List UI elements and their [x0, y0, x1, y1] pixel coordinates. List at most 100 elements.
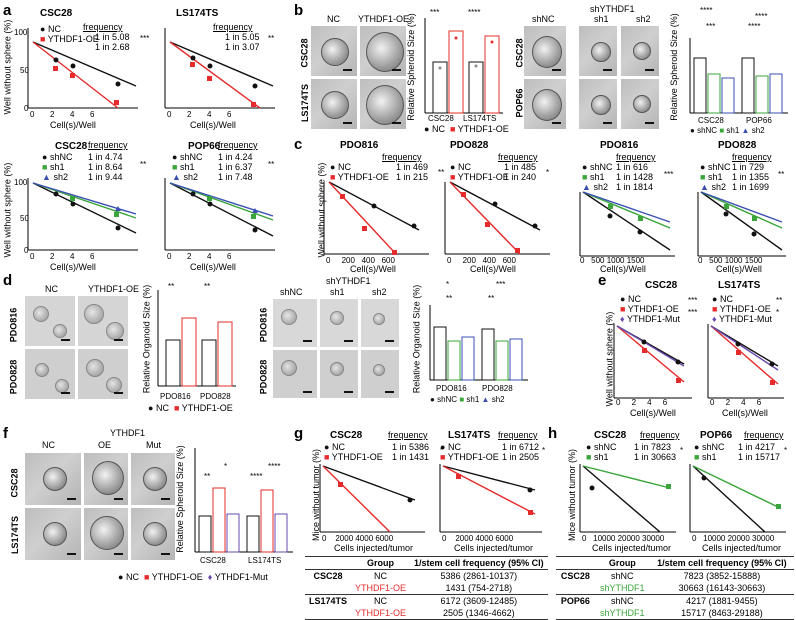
d-right-header-2: sh2: [372, 287, 387, 297]
a2-freq-0: 1 in 5.05: [225, 32, 260, 42]
d-left-bar-chart: [157, 290, 236, 387]
c4-freq-1: 1 in 1355: [732, 172, 770, 182]
d-right-row-0: PDO816: [258, 307, 269, 343]
g-table-header-1: 1/stem cell frequency (95% CI): [410, 556, 548, 570]
b-right-bar-cat-0: CSC28: [698, 116, 724, 125]
b-micrograph: [620, 25, 660, 77]
d-right-bar-chart: [429, 305, 528, 381]
e1-sig-0: ***: [688, 296, 698, 305]
e1-legend-0: ● NC: [620, 294, 641, 304]
a3-plot: [27, 178, 138, 251]
c4-point: [752, 216, 757, 221]
a4-point: [252, 227, 258, 233]
d-bar: [201, 339, 217, 387]
f-sig-0: **: [204, 472, 211, 481]
c3-xticks: 0 500 1000 1500: [580, 256, 645, 265]
a4-legend-0: ● shNC: [172, 152, 203, 162]
b-left-legend: ● NC ■ YTHDF1-OE: [424, 124, 509, 134]
h-table-value: 30663 (16143-30663): [678, 583, 766, 593]
c4-title: PDO828: [718, 140, 757, 151]
b-micrograph: [310, 25, 358, 77]
b-bar: [755, 75, 769, 114]
a2-xlabel: Cell(s)/Well: [190, 120, 236, 130]
g2-legend-1: ■ YTHDF1-OE: [440, 452, 499, 462]
a1-point: [70, 73, 75, 78]
b-micrograph: [578, 25, 618, 77]
e1-point: [642, 348, 647, 353]
a1-point: [53, 57, 59, 63]
a1-legend-1: ■ YTHDF1-OE: [40, 34, 99, 44]
f-micrograph: [24, 507, 82, 561]
e2-legend-2: ♦ YTHDF1-Mut: [712, 314, 772, 324]
b-left-bar-ylabel: Relative Spheroid Size (%): [405, 13, 416, 121]
d-bar: [509, 338, 523, 381]
d-right-legend: ● shNC ■ sh1 ▲ sh2: [430, 395, 505, 404]
b-micrograph: [523, 78, 567, 130]
g2-legend-0: ● NC: [440, 442, 461, 452]
c2-legend-1: ■ YTHDF1-OE: [450, 172, 509, 182]
h-ylabel: Mice without tumor (%): [567, 448, 578, 542]
d-left-sig-0: **: [168, 282, 175, 291]
c3-freq-2: 1 in 1814: [616, 182, 654, 192]
c2-sig: *: [546, 168, 550, 177]
g2-point: [527, 487, 533, 493]
f-header-2: Mut: [146, 440, 162, 450]
a4-xticks: 0 2 4 6: [167, 252, 232, 261]
b-bar: [769, 73, 783, 114]
a1-freq-1: 1 in 2.68: [95, 42, 130, 52]
d-micrograph: [272, 298, 318, 348]
d-micrograph: [360, 349, 400, 399]
c1-point: [340, 194, 345, 199]
d-right-sig-3: ***: [496, 280, 506, 289]
c3-point: [638, 216, 643, 221]
b-right-bar-ylabel: Relative Spheroid Size (%): [668, 13, 679, 121]
g2-xlabel: Cells injected/tumor: [454, 543, 534, 553]
d-micrograph: [272, 349, 318, 399]
g2-sig: *: [542, 446, 546, 455]
a2-xticks: 0 2 4 6: [167, 110, 232, 119]
a2-point: [190, 55, 196, 61]
h1-freq-label: frequency: [640, 430, 680, 440]
b-left-bar-cat-0: CSC28: [428, 114, 454, 123]
e2-sig-1: *: [776, 308, 780, 317]
c1-title: PDO816: [340, 140, 379, 151]
a4-point: [207, 201, 213, 207]
f-micrograph: [24, 452, 82, 506]
f-sig-3: ****: [268, 462, 281, 471]
a3-sig: **: [140, 160, 147, 169]
f-row-1: LS174TS: [10, 515, 21, 555]
panel-letter-a: a: [3, 2, 12, 19]
c2-point: [515, 248, 520, 253]
b-bar: [741, 57, 755, 114]
a3-xlabel: Cell(s)/Well: [50, 262, 96, 272]
a4-point: [207, 196, 212, 201]
d-left-header-1: YTHDF1-OE: [88, 284, 140, 294]
a4-point: [251, 214, 256, 219]
c2-freq-label: frequency: [498, 152, 538, 162]
a3-ytick: 50: [20, 214, 29, 223]
d-left-bar-ylabel: Relative Organoid Size (%): [141, 284, 152, 394]
b-micrograph: [359, 78, 407, 130]
a2-freq-label: frequency: [213, 22, 253, 32]
h-table-group: shYTHDF1: [594, 607, 650, 620]
c3-point: [607, 213, 613, 219]
g2-point: [528, 510, 533, 515]
f-bar: [274, 513, 288, 553]
c1-freq-label: frequency: [382, 152, 422, 162]
c-ylabel: Well without sphere (%): [316, 162, 327, 258]
c4-freq-label: frequency: [732, 152, 772, 162]
a3-point: [70, 196, 75, 201]
e1-xlabel: Cell(s)/Well: [630, 408, 676, 418]
a4-freq-1: 1 in 6.37: [218, 162, 253, 172]
b-left-bar-cat-1: LS174TS: [463, 114, 497, 123]
h-table-value: 15717 (8463-29188): [649, 607, 794, 620]
f-micrograph: [83, 452, 129, 506]
d-bar: [461, 336, 475, 381]
g2-xticks: 0 2000 4000 6000: [442, 534, 514, 543]
e1-xticks: 0 2 4 6: [616, 398, 668, 407]
a4-freq-0: 1 in 4.24: [218, 152, 253, 162]
h1-legend-0: ● shNC: [586, 442, 617, 452]
c1-point: [371, 203, 377, 209]
a1-point: [114, 100, 119, 105]
panel-letter-c: c: [294, 136, 303, 153]
